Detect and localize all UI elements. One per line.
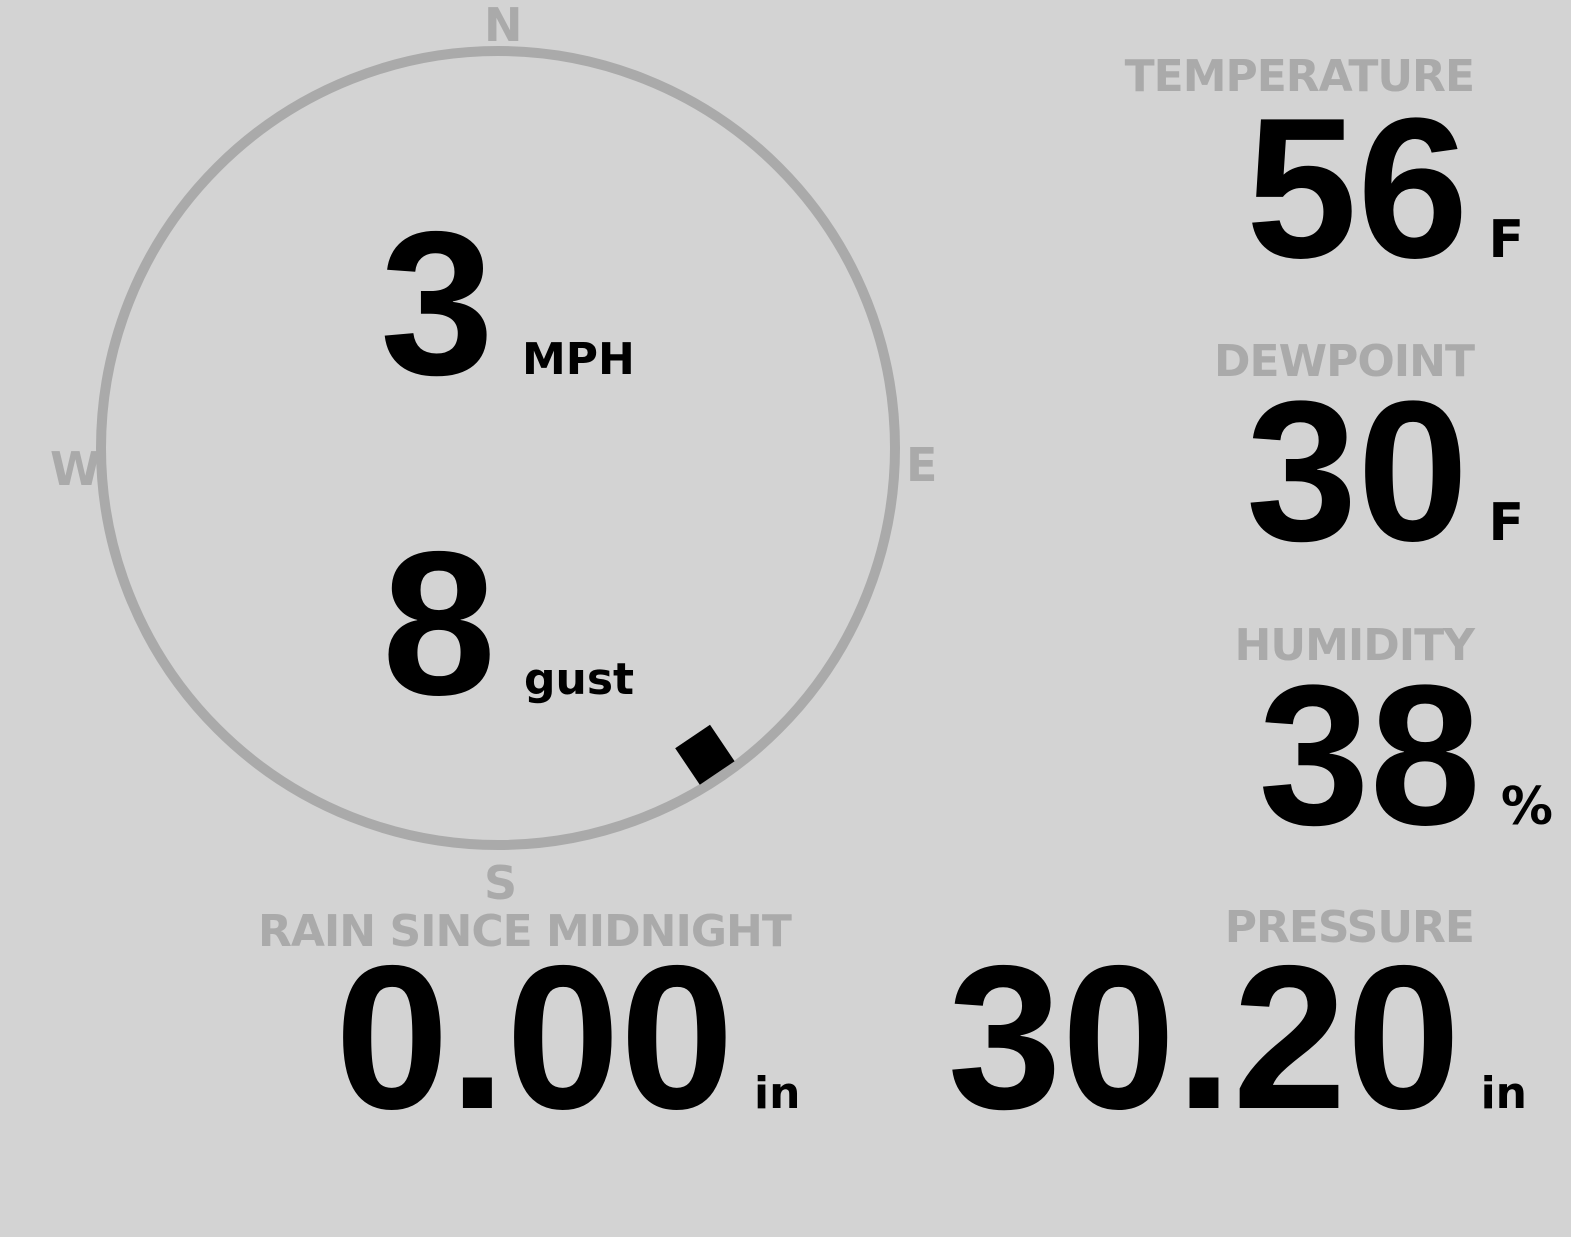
rain-unit: in: [754, 1068, 801, 1119]
wind-gust-value: 8: [382, 509, 497, 738]
dewpoint-row: 30 F: [1246, 360, 1524, 583]
compass-west-label: W: [50, 442, 101, 496]
rain-label: RAIN SINCE MIDNIGHT: [258, 906, 792, 957]
compass-south-label: S: [484, 856, 518, 910]
dewpoint-value: 30: [1246, 360, 1469, 583]
humidity-unit: %: [1500, 777, 1553, 837]
rain-row: 0.00 in: [335, 923, 801, 1152]
compass-north-label: N: [484, 0, 523, 52]
pressure-label: PRESSURE: [1224, 902, 1475, 953]
dewpoint-unit: F: [1488, 493, 1524, 553]
compass-east-label: E: [906, 438, 938, 492]
humidity-value: 38: [1258, 644, 1481, 867]
pressure-value: 30.20: [947, 923, 1461, 1152]
humidity-label: HUMIDITY: [1234, 620, 1475, 671]
pressure-row: 30.20 in: [947, 923, 1527, 1152]
compass-ring: [96, 46, 900, 850]
rain-value: 0.00: [335, 923, 734, 1152]
pressure-unit: in: [1480, 1068, 1527, 1119]
wind-gust-row: 8 gust: [382, 509, 635, 738]
wind-gust-label: gust: [524, 654, 635, 705]
wind-speed-row: 3 MPH: [380, 189, 635, 418]
humidity-row: 38 %: [1258, 644, 1553, 867]
wind-direction-marker: [675, 724, 735, 785]
temperature-row: 56 F: [1246, 77, 1524, 300]
temperature-label: TEMPERATURE: [1124, 51, 1475, 102]
temperature-unit: F: [1488, 210, 1524, 270]
wind-speed-value: 3: [380, 189, 495, 418]
wind-speed-unit: MPH: [522, 334, 635, 385]
dewpoint-label: DEWPOINT: [1214, 336, 1475, 387]
temperature-value: 56: [1246, 77, 1469, 300]
